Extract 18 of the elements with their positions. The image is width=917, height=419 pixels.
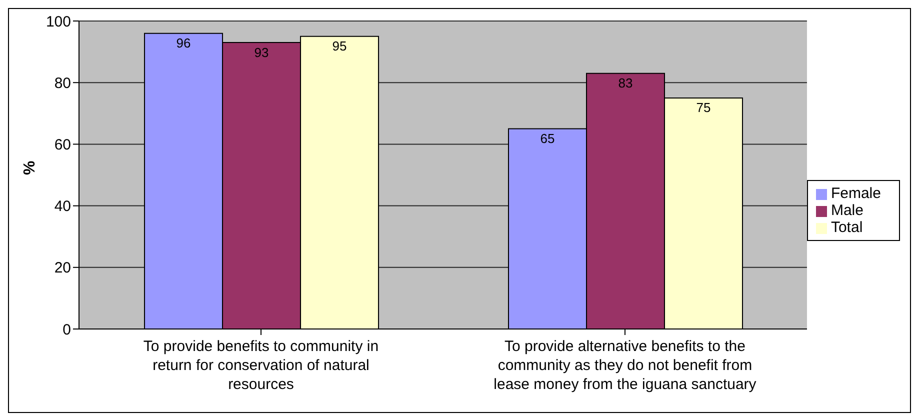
- y-tick-label: 20: [54, 260, 71, 277]
- data-label: 83: [618, 76, 633, 91]
- legend-label: Female: [830, 185, 881, 202]
- data-label: 95: [332, 38, 347, 54]
- data-label: 96: [176, 36, 191, 51]
- legend-label: Total: [830, 219, 863, 236]
- x-tick-label: To provide alternative benefits to the community as they do not benefit from lease money from the iguana sanctuary: [494, 338, 757, 393]
- data-label: 75: [696, 100, 711, 116]
- y-tick-label: 40: [54, 198, 71, 216]
- legend-label: Male: [830, 202, 864, 219]
- y-tick-label: 100: [46, 13, 71, 30]
- y-tick-label: 80: [54, 74, 71, 92]
- data-label: 93: [254, 44, 269, 60]
- y-tick-label: 60: [54, 136, 71, 154]
- x-tick-label: To provide benefits to community in return for conservation of natural resources: [143, 338, 379, 393]
- data-label: 65: [540, 131, 555, 146]
- y-tick-label: 0: [62, 321, 71, 338]
- y-axis-title: %: [22, 160, 39, 175]
